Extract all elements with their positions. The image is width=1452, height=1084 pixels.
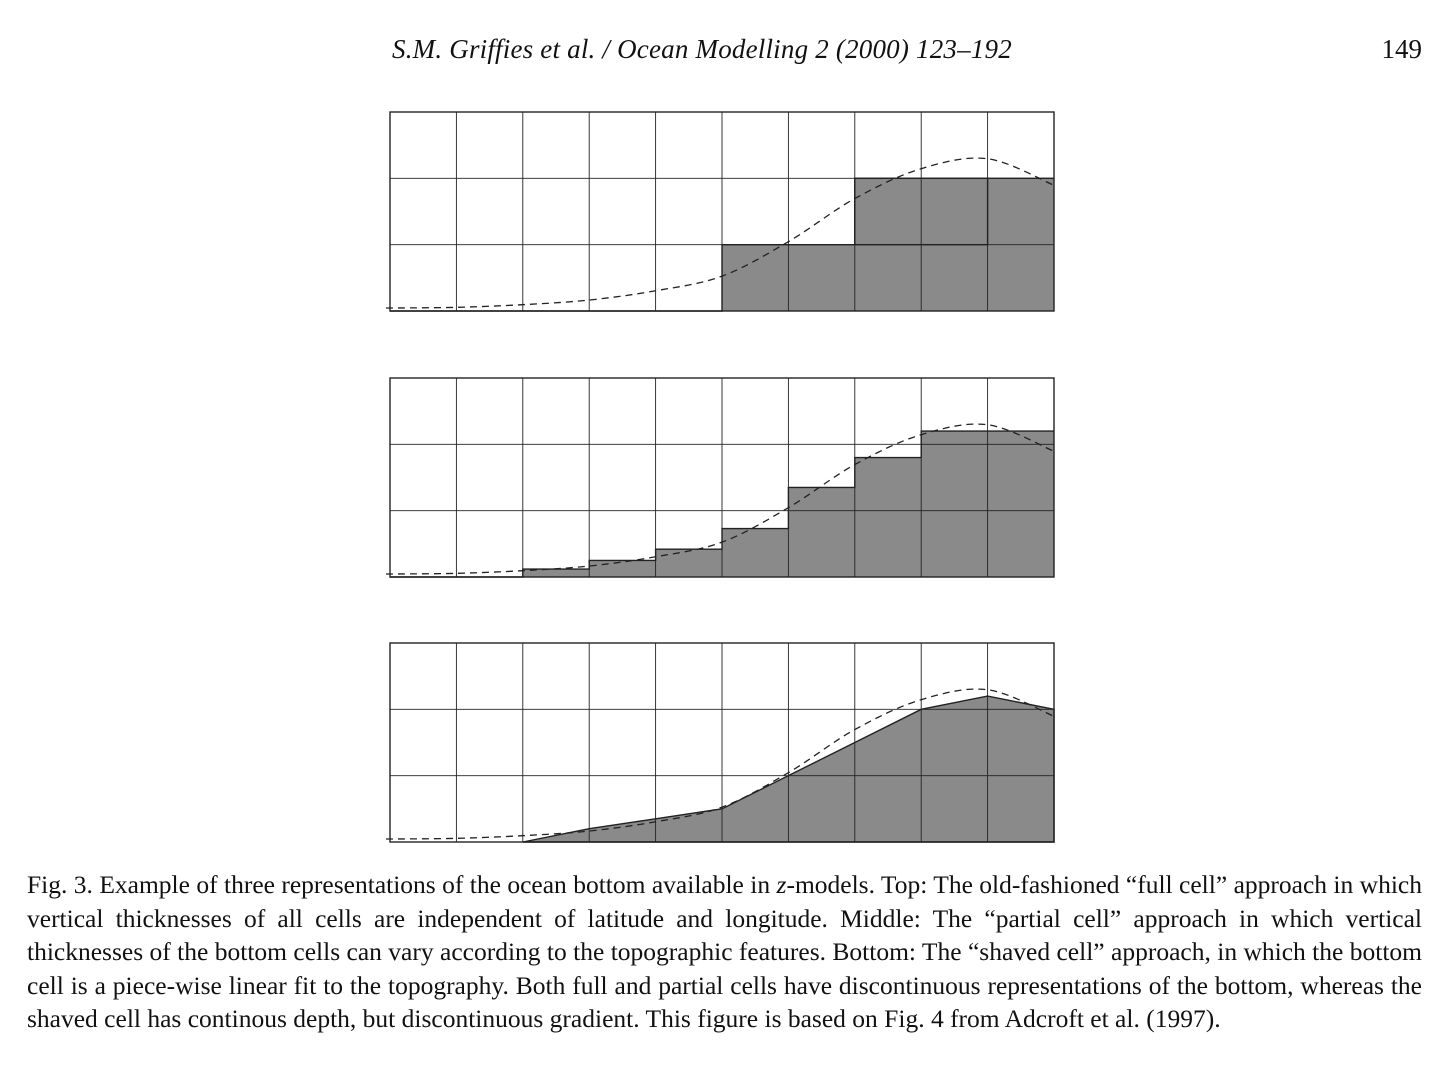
caption-part-1: Example of three representations of the …: [92, 870, 777, 899]
panel-partial-cell: [386, 377, 1055, 578]
bottom-cell-fill: [522, 569, 590, 577]
bottom-cell-fill: [854, 457, 922, 577]
raised-cell-outline: [854, 177, 989, 246]
bottom-cell-fill: [722, 244, 789, 311]
running-head: S.M. Griffies et al. / Ocean Modelling 2…: [0, 34, 1452, 74]
topography-dashed-curve: [386, 688, 1055, 840]
panel-full-cell: [386, 111, 1055, 312]
bottom-cell-fill: [722, 528, 789, 577]
bottom-cell-fill: [987, 431, 1054, 577]
caption-text: Fig. 3. Example of three representations…: [27, 868, 1422, 1036]
panel-frame: [389, 111, 1055, 312]
caption-italic-z: z: [776, 870, 787, 899]
bottom-cell-fill: [655, 549, 722, 577]
caption-part-2: -models. Top: The old-fashioned “full ce…: [27, 870, 1422, 1034]
ocean-bottom-figure: [386, 111, 1055, 843]
topography-dashed-curve: [386, 423, 1055, 575]
bottom-cell-fill: [788, 244, 855, 311]
figure-caption: Fig. 3. Example of three representations…: [27, 868, 1422, 1036]
journal-reference: S.M. Griffies et al. / Ocean Modelling 2…: [392, 34, 1012, 64]
bottom-cell-fill: [788, 487, 855, 577]
panel-frame: [389, 377, 1055, 578]
panel-frame: [389, 642, 1055, 843]
caption-label: Fig. 3.: [27, 870, 93, 899]
bottom-cell-fill: [589, 560, 656, 577]
topography-dashed-curve: [386, 157, 1055, 309]
panel-shaved-cell: [386, 642, 1055, 843]
bottom-cell-fill: [921, 431, 988, 577]
page-number: 149: [1381, 34, 1423, 64]
